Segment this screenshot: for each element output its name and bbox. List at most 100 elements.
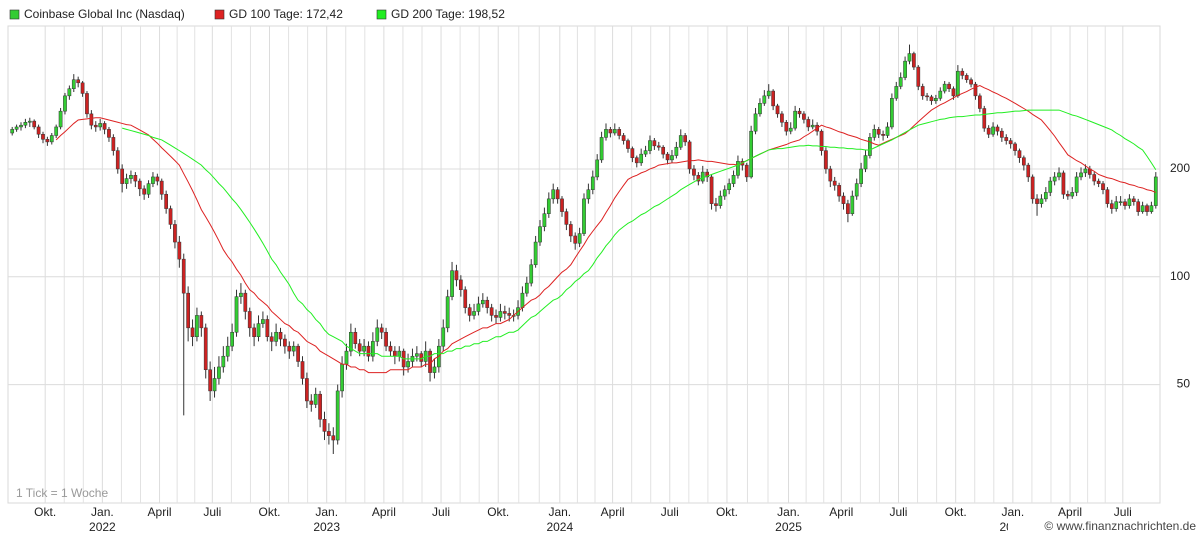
candle-body [480,299,485,305]
candle-body [700,171,705,182]
candle-body [357,343,362,352]
candle-body [1043,192,1048,200]
candle-body [98,123,103,128]
candle-body [810,124,815,128]
x-tick-label: Okt. [34,505,56,519]
candle-body [876,129,881,135]
candle-body [564,211,569,225]
candle-body [960,70,965,76]
candle-body [982,108,987,129]
candle-body [995,126,1000,132]
candle-body [872,129,877,138]
candle-body [472,311,476,316]
candle-body [124,178,129,184]
candle-body [388,345,393,352]
candle-body [595,159,600,178]
legend: Coinbase Global Inc (Nasdaq) GD 100 Tage:… [9,7,505,21]
candle-body [349,331,353,352]
candle-body [736,161,740,176]
candle-body [331,435,336,441]
candle-body [670,155,674,161]
legend-label: GD 200 Tage: 198,52 [391,7,505,21]
candle-body [441,327,446,347]
candle-body [393,350,397,357]
candle-body [269,336,274,342]
tick-note: 1 Tick = 1 Woche [16,486,108,500]
candle-body [832,180,837,186]
candle-body [384,331,388,347]
candle-body [14,126,19,130]
candle-body [450,270,454,297]
watermark: © www.finanznachrichten.de [1044,519,1196,533]
candle-body [155,176,160,182]
candle-body [1035,198,1039,204]
candle-body [599,137,604,161]
x-tick-label: Jan. [315,505,338,519]
candle-body [753,113,758,132]
candle-body [335,390,340,441]
candle-body [934,98,938,102]
grid [8,26,1160,503]
marks [10,44,1158,454]
candle-body [313,393,318,405]
candle-body [445,296,450,329]
x-year-label: 2022 [89,520,116,534]
moving-average-line [55,84,1156,374]
candle-body [1074,176,1079,193]
candle-body [898,77,903,87]
candle-body [604,129,608,138]
candle-body [234,296,239,333]
x-tick-label: April [372,505,396,519]
candle-body [608,129,613,134]
candle-body [458,279,463,290]
candle-body [63,95,67,112]
candle-body [1026,164,1031,178]
candle-body [533,241,538,266]
candle-body [630,148,635,158]
candle-body [76,79,81,84]
candle-body [938,90,943,99]
candle-body [85,93,89,115]
candle-body [1065,193,1070,197]
candle-body [969,79,973,85]
candle-body [692,168,696,176]
candle-body [1153,176,1158,206]
candle-body [230,331,234,347]
candle-body [195,315,199,337]
candle-body [1145,205,1149,212]
candle-body [634,157,639,164]
candle-body [986,127,991,135]
candle-body [577,233,582,244]
candle-body [168,208,173,225]
candle-body [538,226,542,243]
candle-body [164,193,168,209]
candle-body [1030,176,1035,200]
x-tick-label: Jan. [91,505,114,519]
candle-body [762,95,767,104]
x-tick-label: Juli [889,505,907,519]
candle-body [973,83,978,97]
y-tick-label: 200 [1170,161,1190,175]
candle-body [929,96,934,102]
candle-body [300,361,305,379]
candle-body [863,155,868,170]
candle-body [146,183,151,195]
candle-body [885,126,890,136]
candle-body [907,53,912,62]
y-tick-label: 100 [1170,269,1190,283]
candle-body [476,303,481,312]
candle-body [643,150,648,155]
candle-body [344,350,349,365]
candle-body [318,393,322,420]
candle-body [1105,189,1110,204]
x-tick-label: Jan. [777,505,800,519]
candle-body [678,135,683,148]
candle-body [1127,198,1132,206]
legend-label: GD 100 Tage: 172,42 [229,7,343,21]
candle-body [868,137,872,156]
candle-body [771,90,775,107]
candle-body [1140,205,1145,212]
candle-body [560,198,564,212]
plot-area [7,25,1161,504]
candle-body [828,168,833,182]
